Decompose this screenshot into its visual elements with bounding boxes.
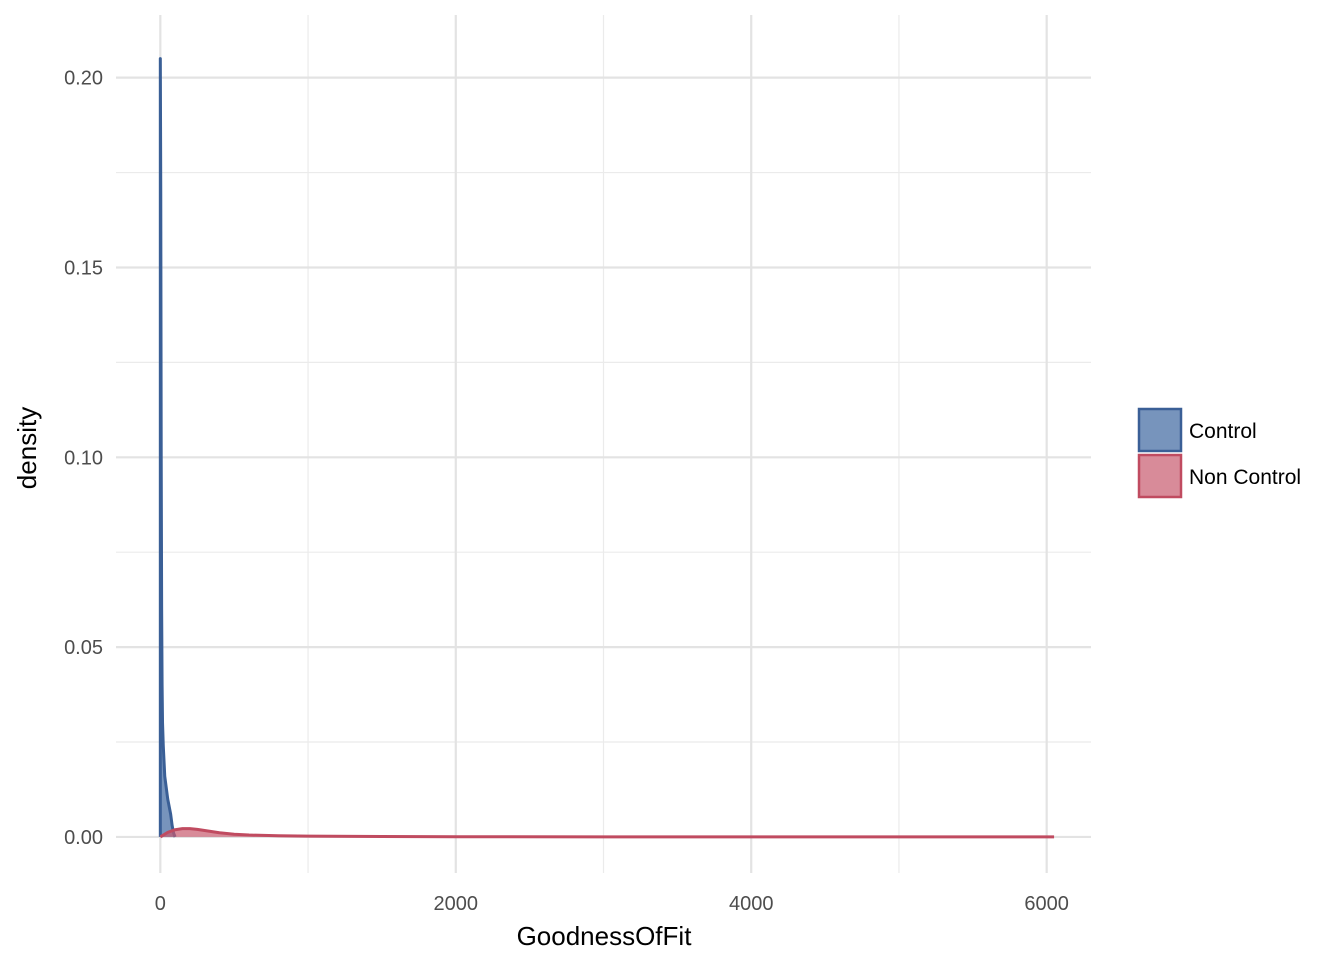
legend-label-control: Control <box>1189 420 1257 443</box>
legend-key-control <box>1137 407 1183 453</box>
y-tick-label: 0.05 <box>64 637 103 659</box>
x-tick-label: 2000 <box>434 893 479 915</box>
y-tick-label: 0.15 <box>64 257 103 279</box>
x-tick-label: 4000 <box>729 893 774 915</box>
grid <box>116 15 1091 873</box>
y-tick-label: 0.20 <box>64 68 103 90</box>
y-axis-title: density <box>12 407 42 489</box>
density-line-control <box>158 57 177 838</box>
legend: Control Non Control <box>1137 407 1301 499</box>
y-tick-label: 0.10 <box>64 447 103 469</box>
x-tick-label: 6000 <box>1024 893 1069 915</box>
tick-labels: 0 2000 4000 6000 0.00 0.05 0.10 0.15 0.20 <box>64 68 1069 915</box>
legend-label-non-control: Non Control <box>1189 466 1301 489</box>
x-tick-label: 0 <box>155 893 166 915</box>
density-line-non-control <box>159 827 1055 839</box>
y-tick-label: 0.00 <box>64 827 103 849</box>
series <box>158 57 1055 839</box>
x-axis-title: GoodnessOfFit <box>517 921 693 951</box>
legend-key-non-control <box>1137 453 1183 499</box>
